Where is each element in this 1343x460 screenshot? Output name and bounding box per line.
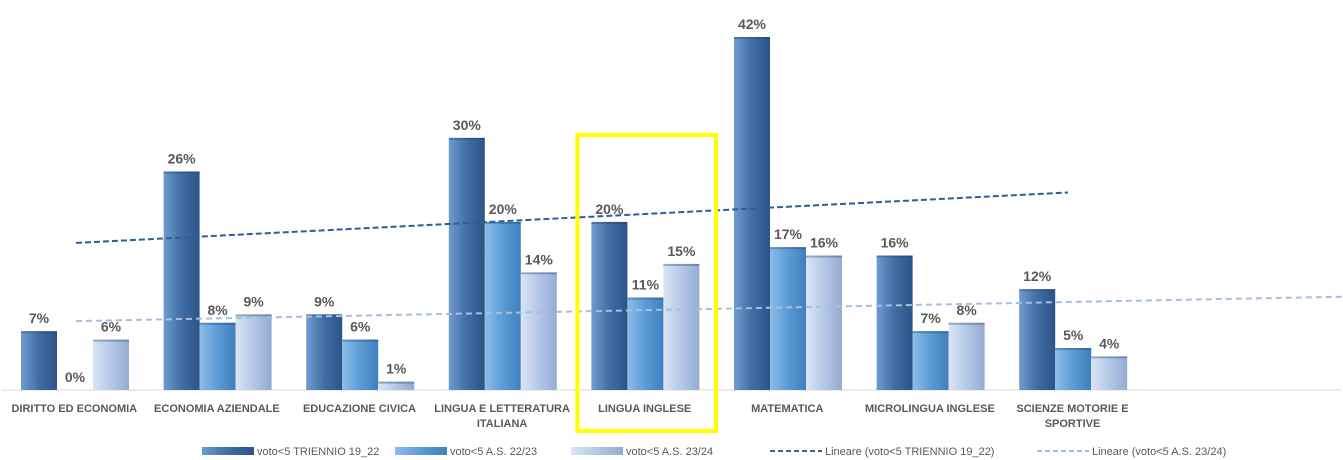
bar-series-1-cat-5 — [591, 221, 628, 390]
bar-top-edge — [912, 331, 949, 334]
data-label: 6% — [350, 319, 371, 335]
data-label: 11% — [632, 277, 660, 293]
bar-series-2-cat-3 — [342, 339, 379, 390]
bar-series-3-cat-2 — [235, 314, 272, 390]
bar-top-edge — [770, 247, 806, 250]
data-label: 0% — [65, 369, 86, 385]
bar-top-edge — [1019, 289, 1056, 292]
data-label: 14% — [525, 251, 554, 267]
bar-top-edge — [484, 221, 521, 224]
data-label: 26% — [168, 150, 197, 166]
data-label: 6% — [101, 319, 122, 335]
bar-series-2-cat-6 — [770, 247, 806, 390]
data-label: 8% — [956, 302, 977, 318]
category-label: ITALIANA — [477, 418, 528, 430]
category-label: MICROLINGUA INGLESE — [865, 403, 995, 415]
legend-label-5: Lineare (voto<5 A.S. 23/24) — [1092, 446, 1226, 458]
category-label: LINGUA E LETTERATURA — [434, 403, 570, 415]
category-label: SCIENZE MOTORIE E — [1016, 403, 1128, 415]
bar-top-edge — [734, 37, 770, 39]
data-label: 7% — [920, 310, 941, 326]
bar-top-edge — [235, 314, 272, 317]
bar-series-3-cat-6 — [806, 255, 842, 390]
bar-series-1-cat-8 — [1019, 289, 1056, 390]
bar-series-1-cat-7 — [876, 255, 913, 390]
bar-series-2-cat-8 — [1055, 347, 1092, 390]
category-label: SPORTIVE — [1045, 418, 1101, 430]
legend-swatch-2 — [395, 447, 447, 455]
trendline-2 — [75, 295, 1343, 323]
data-label: 42% — [738, 16, 767, 32]
bar-series-2-cat-2 — [199, 322, 236, 390]
bar-top-edge — [21, 331, 57, 334]
bar-top-edge — [806, 255, 842, 258]
legend-label-2: voto<5 A.S. 22/23 — [450, 446, 537, 458]
bar-top-edge — [378, 381, 415, 384]
bar-top-edge — [306, 314, 343, 317]
bar-series-3-cat-1 — [93, 339, 129, 390]
bar-top-edge — [199, 322, 236, 325]
bar-series-2-cat-5 — [627, 297, 664, 390]
bar-series-3-cat-8 — [1091, 356, 1128, 390]
bar-series-2-cat-7 — [912, 331, 949, 390]
category-label: ECONOMIA AZIENDALE — [154, 403, 280, 415]
category-label: DIRITTO ED ECONOMIA — [11, 403, 137, 415]
bar-series-2-cat-4 — [484, 221, 521, 390]
legend-swatch-1 — [202, 447, 254, 455]
bar-top-edge — [448, 137, 485, 140]
category-labels-layer: DIRITTO ED ECONOMIA ECONOMIA AZIENDALE EDU… — [11, 403, 1128, 430]
bars-layer — [21, 37, 1128, 390]
category-label: LINGUA INGLESE — [598, 403, 691, 415]
legend: voto<5 TRIENNIO 19_22 voto<5 A.S. 22/23 vo… — [202, 446, 1226, 458]
data-label: 15% — [667, 243, 696, 259]
data-label: 16% — [881, 235, 910, 251]
data-label: 4% — [1099, 335, 1120, 351]
bar-series-3-cat-7 — [948, 322, 985, 390]
bar-top-edge — [663, 263, 700, 266]
bar-top-edge — [1055, 347, 1092, 350]
data-label: 20% — [595, 201, 624, 217]
legend-swatch-3 — [571, 447, 623, 455]
bar-top-edge — [163, 171, 200, 174]
bar-top-edge — [342, 339, 379, 342]
bar-top-edge — [948, 322, 985, 325]
trendline-1 — [75, 191, 1069, 244]
data-label: 5% — [1063, 327, 1084, 343]
category-label: MATEMATICA — [751, 403, 823, 415]
bar-series-3-cat-4 — [520, 272, 557, 390]
data-label: 8% — [207, 302, 228, 318]
bar-series-1-cat-4 — [448, 137, 485, 390]
data-label: 9% — [314, 293, 335, 309]
trendlines-layer — [75, 191, 1343, 323]
data-label: 7% — [29, 310, 50, 326]
data-label: 30% — [453, 117, 482, 133]
bar-series-1-cat-1 — [21, 331, 57, 390]
highlight-box — [575, 133, 719, 433]
bar-top-edge — [627, 297, 664, 300]
data-labels-layer: 7% 0% 6% 26% 8% 9% 9% 6% 1% 30% 20% 14% 20% 11% 15% 42%… — [29, 16, 1120, 385]
data-label: 17% — [774, 226, 803, 242]
bar-top-edge — [93, 339, 129, 342]
legend-label-4: Lineare (voto<5 TRIENNIO 19_22) — [825, 446, 994, 458]
data-label: 9% — [243, 293, 264, 309]
bar-series-1-cat-2 — [163, 171, 200, 390]
bar-series-1-cat-3 — [306, 314, 343, 390]
bar-series-1-cat-6 — [734, 37, 770, 390]
data-label: 20% — [489, 201, 518, 217]
legend-label-1: voto<5 TRIENNIO 19_22 — [257, 446, 379, 458]
data-label: 16% — [810, 235, 839, 251]
bar-series-3-cat-5 — [663, 263, 700, 390]
bar-top-edge — [520, 272, 557, 275]
bar-top-edge — [591, 221, 628, 224]
data-label: 1% — [386, 361, 407, 377]
legend-label-3: voto<5 A.S. 23/24 — [626, 446, 713, 458]
category-label: EDUCAZIONE CIVICA — [303, 403, 416, 415]
data-label: 12% — [1023, 268, 1052, 284]
highlight-layer — [575, 133, 719, 433]
bar-top-edge — [1091, 356, 1128, 359]
bar-top-edge — [876, 255, 913, 258]
bar-series-3-cat-3 — [378, 381, 415, 390]
